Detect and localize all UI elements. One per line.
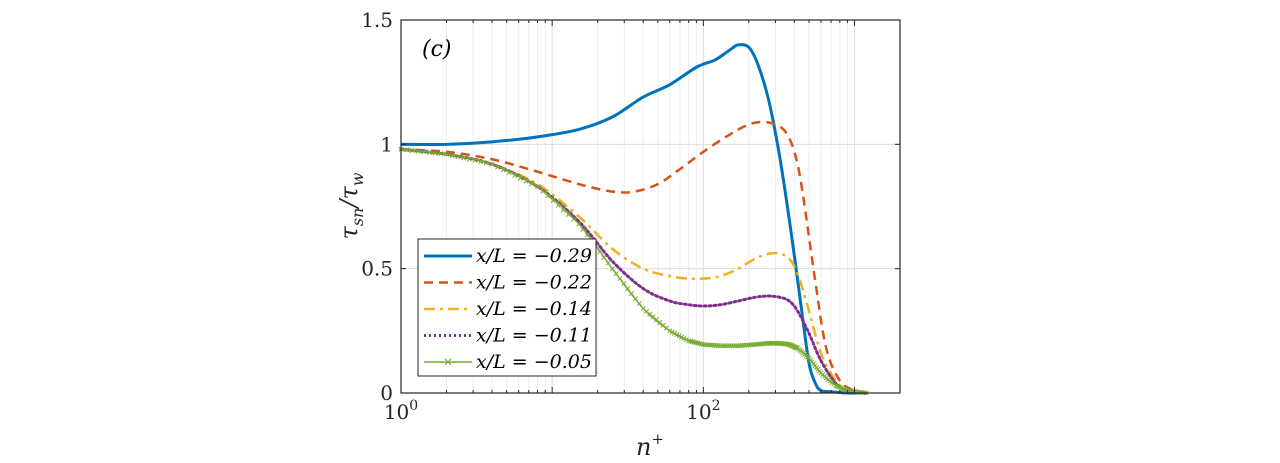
x-marker [500, 167, 506, 173]
x-marker [478, 159, 484, 165]
x-marker [438, 151, 444, 157]
legend-box [417, 238, 597, 377]
x-marker [489, 161, 495, 167]
x-marker [837, 384, 843, 390]
x-marker [443, 151, 450, 157]
x-tick-label: 100 [384, 398, 418, 424]
x-tick-label: 102 [686, 398, 720, 424]
x-marker [580, 226, 586, 233]
legend-entry: x/L = −0.29 [424, 245, 592, 267]
x-marker [597, 249, 603, 255]
legend-label: x/L = −0.11 [476, 325, 592, 347]
series-line [400, 120, 867, 395]
x-marker [545, 193, 551, 199]
legend-entry: x/L = −0.11 [424, 325, 592, 347]
legend-marker [444, 358, 452, 366]
y-tick-label: 0.5 [361, 257, 393, 281]
x-marker [576, 221, 582, 227]
x-marker [629, 290, 635, 297]
x-axis-label: n+ [636, 430, 664, 461]
x-marker [455, 154, 461, 160]
x-marker [833, 382, 839, 389]
x-marker [517, 175, 524, 181]
x-marker [550, 198, 556, 204]
x-marker [449, 152, 455, 159]
axes-box [400, 19, 901, 394]
x-marker [461, 155, 467, 161]
x-marker [724, 343, 730, 349]
legend-label: x/L = −0.29 [476, 245, 592, 267]
x-marker [483, 160, 489, 166]
x-marker [632, 295, 639, 302]
series-5 [398, 146, 870, 396]
series-1 [400, 43, 867, 395]
x-marker [404, 147, 410, 153]
x-marker [415, 148, 421, 154]
legend-label: x/L = −0.05 [476, 351, 592, 373]
legend-entry: x/L = −0.22 [424, 272, 592, 294]
x-marker [722, 343, 728, 349]
legend-entry: x/L = −0.14 [424, 298, 592, 320]
x-marker [836, 384, 842, 390]
y-tick-label: 1 [380, 132, 393, 156]
x-marker [625, 286, 631, 292]
legend-label: x/L = −0.22 [476, 272, 592, 294]
series-line [400, 43, 867, 395]
series-line [400, 148, 867, 395]
x-marker [534, 184, 541, 190]
legend-label: x/L = −0.14 [476, 298, 592, 320]
x-marker [605, 260, 611, 266]
x-marker [584, 232, 590, 238]
x-marker [472, 157, 478, 164]
x-marker [426, 149, 432, 155]
x-marker [636, 300, 642, 307]
x-marker [565, 212, 572, 218]
x-marker [409, 147, 415, 154]
x-marker [495, 164, 501, 170]
x-marker [512, 172, 518, 178]
x-marker [609, 266, 615, 272]
x-marker [555, 202, 561, 208]
panel-label: (c) [422, 37, 452, 62]
x-marker [560, 207, 566, 213]
y-tick-label: 1.5 [361, 8, 393, 32]
x-marker [529, 181, 535, 187]
x-marker [523, 178, 529, 184]
tick-marks: 0 0.5 1 1.5 100 102 [361, 8, 901, 424]
y-axis-label: τsn/τw [335, 172, 367, 239]
x-marker [432, 150, 438, 156]
x-marker [720, 343, 726, 349]
x-marker [613, 271, 619, 277]
x-marker [421, 149, 427, 155]
x-marker [729, 343, 735, 349]
marker-group [398, 146, 870, 396]
x-marker [726, 343, 732, 349]
x-marker [601, 254, 607, 261]
x-marker [834, 383, 840, 389]
x-marker [840, 386, 846, 392]
legend: x/L = −0.29 x/L = −0.22 x/L = −0.14 x/L = −… [417, 238, 597, 377]
series-layer [398, 43, 870, 396]
x-marker [842, 386, 848, 392]
x-marker [731, 343, 737, 349]
x-marker [506, 170, 512, 176]
legend-entry: x/L = −0.05 [424, 351, 592, 373]
x-marker [466, 156, 472, 162]
x-marker [617, 276, 623, 282]
x-marker [718, 343, 724, 349]
x-marker [733, 343, 739, 349]
x-marker [839, 385, 845, 391]
y-tick-label: 0 [380, 381, 393, 405]
x-marker [621, 281, 627, 287]
x-marker [540, 188, 546, 194]
x-marker [571, 216, 577, 222]
